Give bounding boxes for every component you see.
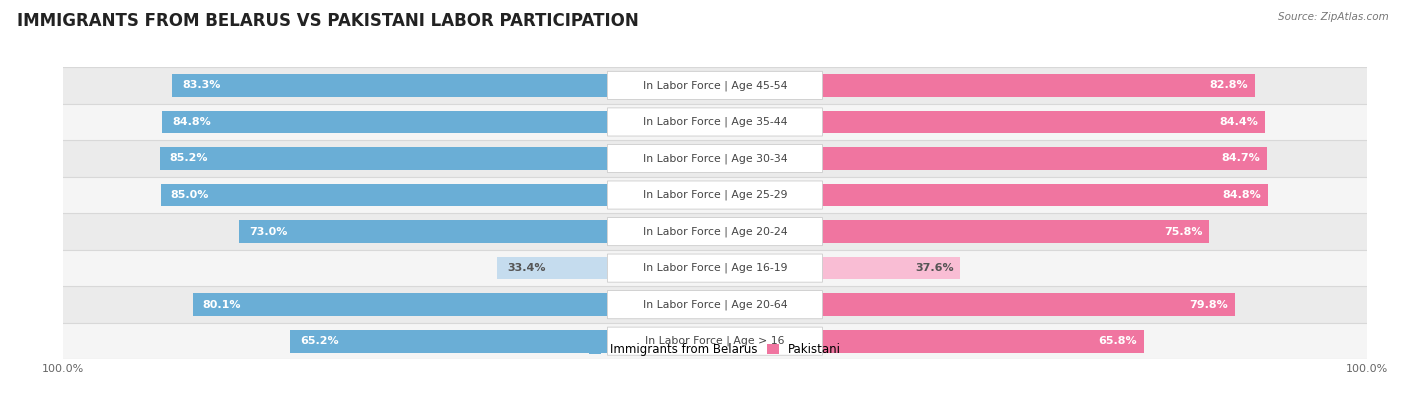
Text: In Labor Force | Age 30-34: In Labor Force | Age 30-34 bbox=[643, 153, 787, 164]
Text: 37.6%: 37.6% bbox=[915, 263, 953, 273]
Text: In Labor Force | Age 35-44: In Labor Force | Age 35-44 bbox=[643, 117, 787, 127]
Text: Source: ZipAtlas.com: Source: ZipAtlas.com bbox=[1278, 12, 1389, 22]
Bar bbox=[63, 104, 1367, 140]
Text: 85.0%: 85.0% bbox=[170, 190, 209, 200]
Bar bbox=[63, 177, 1367, 213]
Bar bbox=[498, 257, 607, 279]
Text: 84.8%: 84.8% bbox=[1222, 190, 1261, 200]
Bar bbox=[239, 220, 607, 243]
Bar bbox=[193, 293, 607, 316]
FancyBboxPatch shape bbox=[607, 218, 823, 246]
Text: 84.4%: 84.4% bbox=[1219, 117, 1258, 127]
FancyBboxPatch shape bbox=[607, 71, 823, 100]
Bar bbox=[823, 111, 1265, 133]
FancyBboxPatch shape bbox=[607, 254, 823, 282]
Text: In Labor Force | Age 20-64: In Labor Force | Age 20-64 bbox=[643, 299, 787, 310]
Text: 65.8%: 65.8% bbox=[1098, 336, 1137, 346]
Bar bbox=[290, 330, 607, 352]
Text: 80.1%: 80.1% bbox=[202, 300, 242, 310]
Text: 79.8%: 79.8% bbox=[1189, 300, 1229, 310]
Text: 65.2%: 65.2% bbox=[299, 336, 339, 346]
Text: 85.2%: 85.2% bbox=[170, 154, 208, 164]
Bar bbox=[823, 184, 1268, 206]
Text: In Labor Force | Age 20-24: In Labor Force | Age 20-24 bbox=[643, 226, 787, 237]
Text: IMMIGRANTS FROM BELARUS VS PAKISTANI LABOR PARTICIPATION: IMMIGRANTS FROM BELARUS VS PAKISTANI LAB… bbox=[17, 12, 638, 30]
Legend: Immigrants from Belarus, Pakistani: Immigrants from Belarus, Pakistani bbox=[589, 344, 841, 356]
Text: 84.7%: 84.7% bbox=[1222, 154, 1260, 164]
Bar bbox=[63, 213, 1367, 250]
Text: 82.8%: 82.8% bbox=[1209, 81, 1249, 90]
Bar bbox=[63, 67, 1367, 104]
FancyBboxPatch shape bbox=[607, 181, 823, 209]
Text: In Labor Force | Age 25-29: In Labor Force | Age 25-29 bbox=[643, 190, 787, 200]
Bar bbox=[160, 147, 607, 170]
Bar bbox=[63, 323, 1367, 359]
Bar bbox=[823, 293, 1234, 316]
Text: 33.4%: 33.4% bbox=[508, 263, 546, 273]
Text: In Labor Force | Age 16-19: In Labor Force | Age 16-19 bbox=[643, 263, 787, 273]
Bar bbox=[823, 147, 1267, 170]
FancyBboxPatch shape bbox=[607, 327, 823, 355]
FancyBboxPatch shape bbox=[607, 108, 823, 136]
Bar bbox=[172, 74, 607, 97]
Bar bbox=[823, 220, 1209, 243]
Text: 84.8%: 84.8% bbox=[172, 117, 211, 127]
Text: In Labor Force | Age > 16: In Labor Force | Age > 16 bbox=[645, 336, 785, 346]
Bar bbox=[823, 330, 1143, 352]
Text: In Labor Force | Age 45-54: In Labor Force | Age 45-54 bbox=[643, 80, 787, 91]
Bar bbox=[823, 74, 1254, 97]
FancyBboxPatch shape bbox=[607, 291, 823, 319]
Bar bbox=[162, 184, 607, 206]
Bar bbox=[63, 250, 1367, 286]
Text: 73.0%: 73.0% bbox=[249, 227, 287, 237]
Bar bbox=[63, 286, 1367, 323]
Bar bbox=[162, 111, 607, 133]
Bar bbox=[63, 140, 1367, 177]
Text: 83.3%: 83.3% bbox=[181, 81, 221, 90]
Text: 75.8%: 75.8% bbox=[1164, 227, 1202, 237]
Bar bbox=[823, 257, 960, 279]
FancyBboxPatch shape bbox=[607, 145, 823, 173]
